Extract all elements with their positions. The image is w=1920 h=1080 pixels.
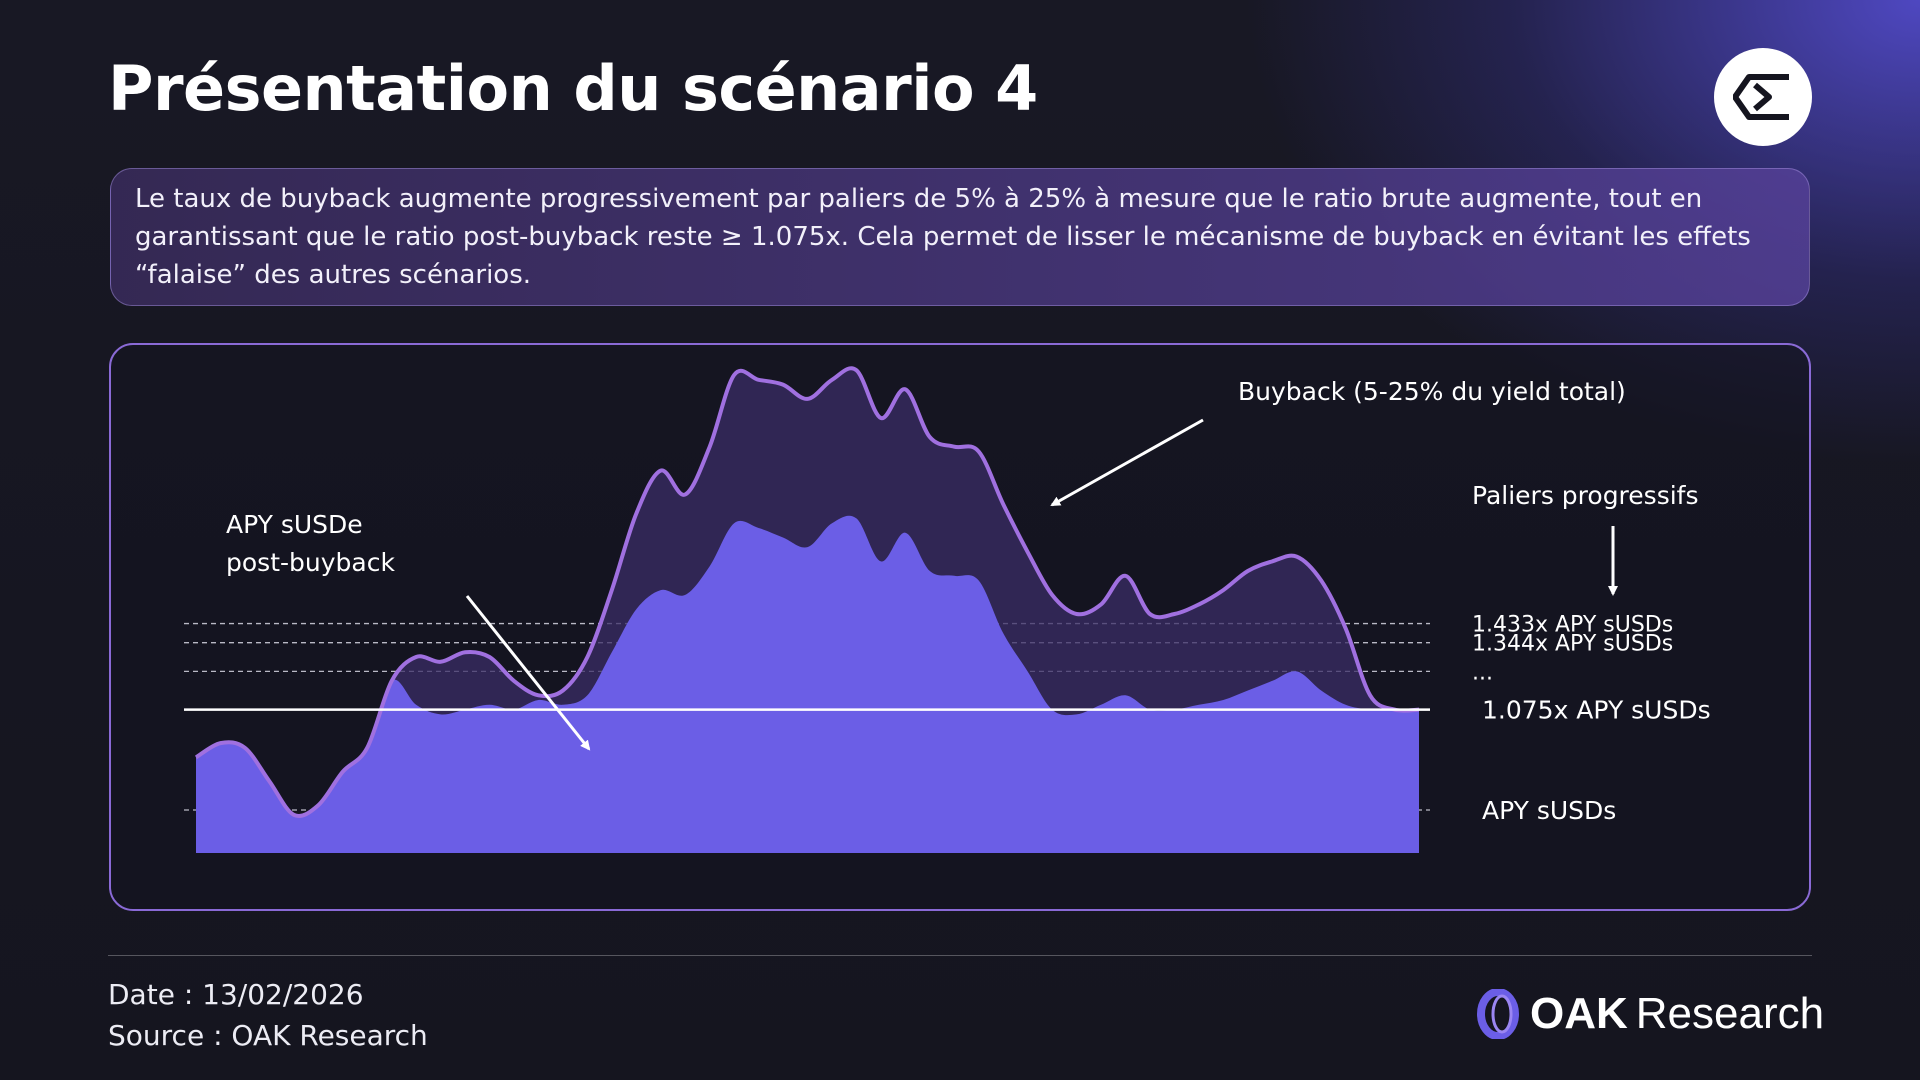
apy-annotation-line1: APY sUSDe: [226, 510, 363, 539]
brand-name-light: Research: [1635, 989, 1825, 1038]
reference-label-3: ...: [1472, 660, 1493, 685]
apy-post-buyback-area: [196, 515, 1419, 853]
reference-label-4: 1.075x APY sUSDs: [1482, 696, 1711, 725]
buyback-line: [194, 366, 1420, 818]
oak-ring-icon: [1477, 989, 1519, 1039]
reference-label-2: 1.344x APY sUSDs: [1472, 632, 1673, 657]
apy-annotation-line2: post-buyback: [226, 548, 395, 577]
footer-source: Source : OAK Research: [108, 1019, 428, 1052]
footer-date: Date : 13/02/2026: [108, 978, 364, 1011]
sigma-hexagon-icon: [1733, 74, 1789, 120]
apy-arrow: [465, 595, 591, 751]
page-title: Présentation du scénario 4: [108, 52, 1038, 125]
buyback-annotation: Buyback (5-25% du yield total): [1238, 377, 1626, 406]
description-box: Le taux de buyback augmente progressivem…: [110, 168, 1810, 306]
buyback-arrow: [1050, 418, 1204, 507]
brand-logo: OAK Research: [1476, 988, 1824, 1040]
footer-divider: [108, 955, 1812, 956]
paliers-annotation: Paliers progressifs: [1472, 481, 1699, 510]
brand-logo-badge: [1714, 48, 1812, 146]
reference-label-5: APY sUSDs: [1482, 796, 1616, 825]
description-text: Le taux de buyback augmente progressivem…: [135, 184, 1751, 290]
reference-label-1: 1.433x APY sUSDs: [1472, 613, 1673, 638]
brand-name-strong: OAK: [1530, 989, 1628, 1038]
